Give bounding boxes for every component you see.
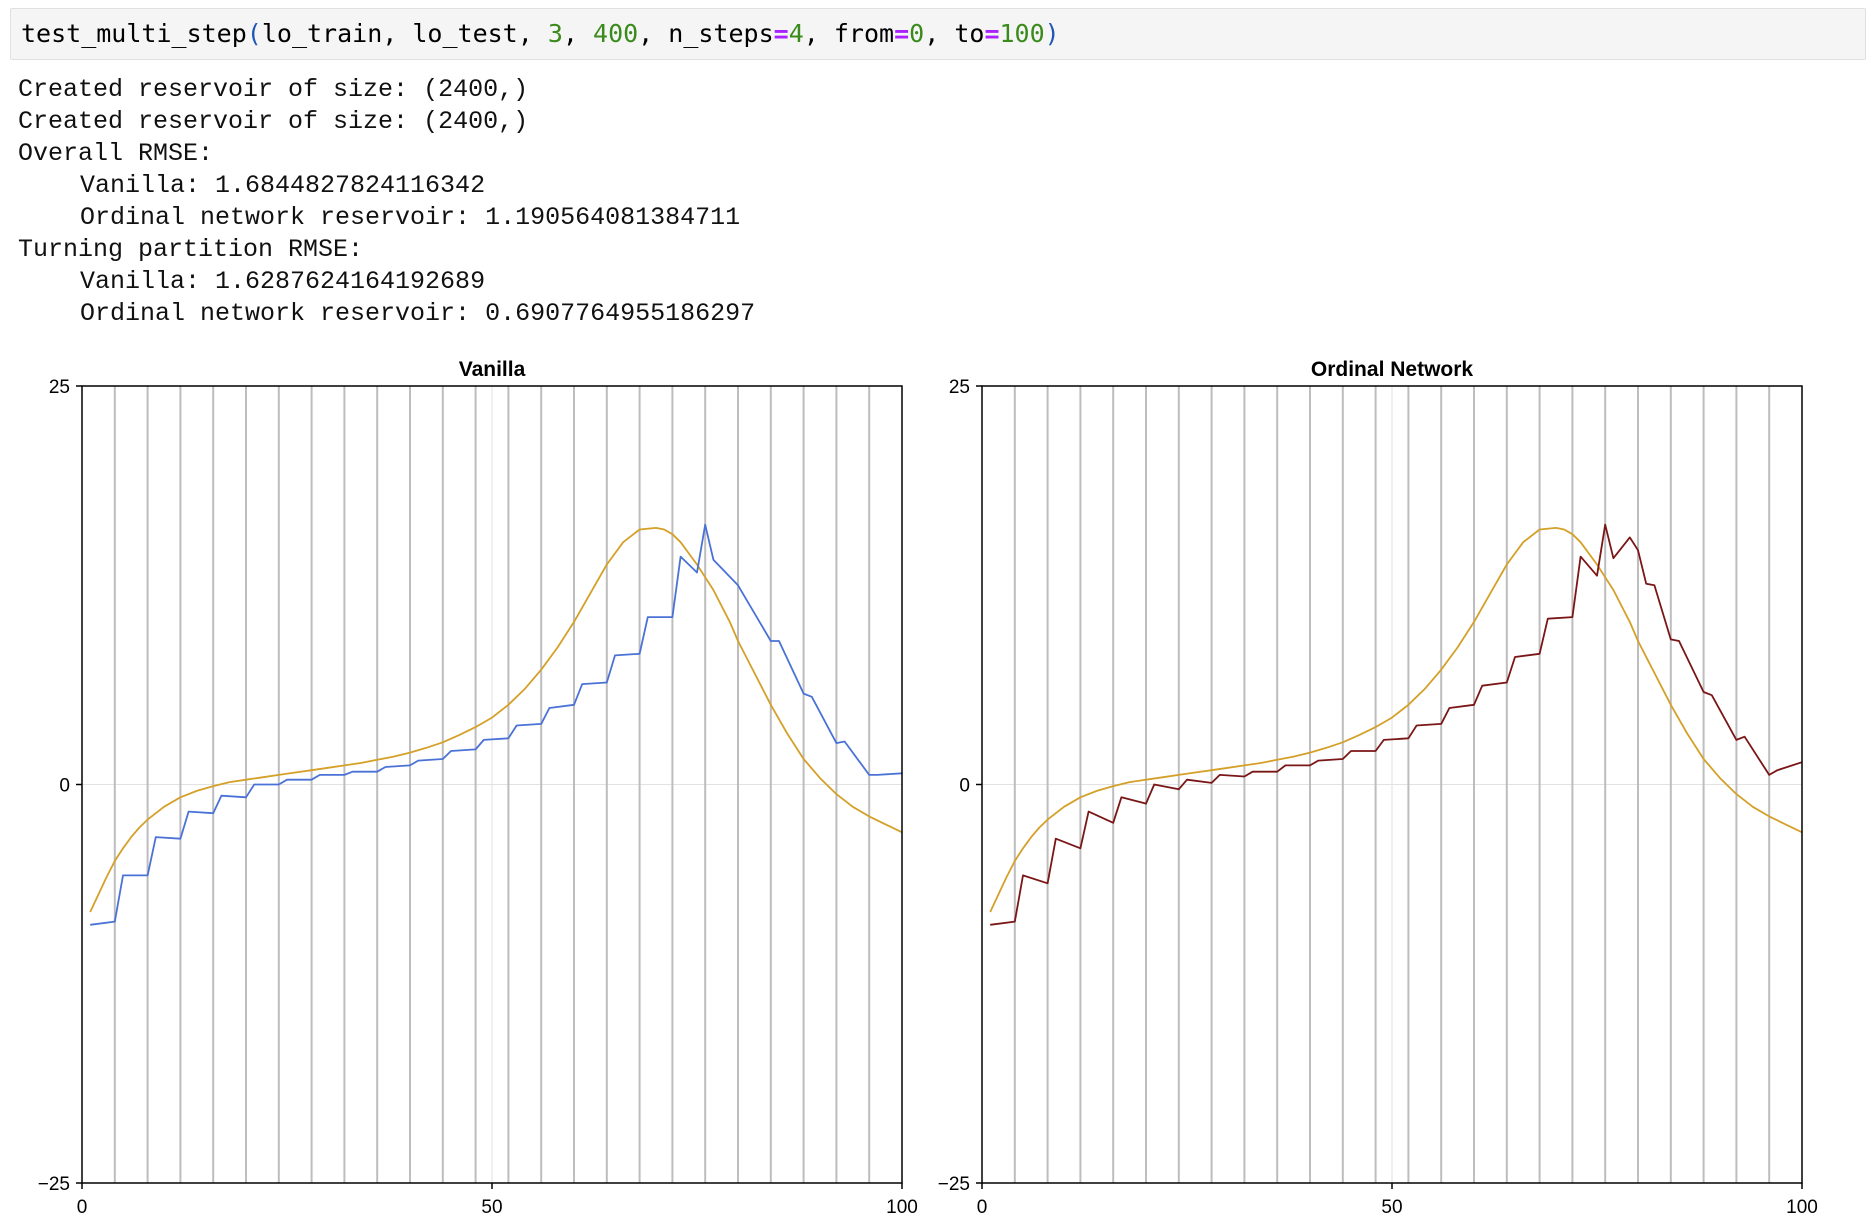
code-arg-test: lo_test	[412, 19, 518, 48]
vanilla-x-tick-label: 100	[886, 1197, 918, 1218]
output-line: Vanilla: 1.6844827824116342	[80, 171, 486, 200]
code-equals: =	[984, 19, 1000, 48]
ordinal-chart-title: Ordinal Network	[1311, 358, 1474, 381]
code-kwarg-value: 0	[909, 19, 925, 48]
output-line: Vanilla: 1.6287624164192689	[80, 267, 486, 296]
code-arg-train: lo_train	[261, 19, 383, 48]
vanilla-x-tick-label: 50	[481, 1197, 502, 1218]
cell-output: Created reservoir of size: (2400,) Create…	[18, 74, 755, 330]
vanilla-x-tick-label: 0	[77, 1197, 88, 1218]
ordinal-truth-line	[989, 526, 1803, 913]
charts-figure: Vanilla 25 0 −25 0 50 100 Ordinal Network 25 0 −25…	[38, 358, 1818, 1218]
ordinal-y-tick-label: −25	[938, 1174, 970, 1195]
code-separator: ,	[517, 19, 548, 48]
code-separator: ,	[638, 19, 669, 48]
output-line: Turning partition RMSE:	[18, 235, 364, 264]
code-equals: =	[894, 19, 910, 48]
code-arg-number: 400	[593, 19, 639, 48]
vanilla-truth-line	[89, 526, 903, 913]
ordinal-x-tick-label: 50	[1381, 1197, 1402, 1218]
vanilla-prediction-line	[90, 523, 903, 926]
code-close-paren: )	[1044, 19, 1060, 48]
output-line: Created reservoir of size: (2400,)	[18, 75, 529, 104]
code-separator: ,	[382, 19, 413, 48]
output-line: Ordinal network reservoir: 0.69077649551…	[80, 299, 756, 328]
vanilla-chart-title: Vanilla	[459, 358, 526, 381]
ordinal-y-tick-label: 0	[959, 776, 970, 797]
vanilla-y-tick-label: −25	[38, 1174, 70, 1195]
code-separator: ,	[803, 19, 834, 48]
code-kwarg-name: to	[954, 19, 985, 48]
code-function-name: test_multi_step	[21, 19, 247, 48]
code-kwarg-value: 4	[788, 19, 804, 48]
ordinal-y-tick-label: 25	[949, 377, 970, 398]
ordinal-prediction-line	[990, 523, 1803, 926]
code-arg-number: 3	[547, 19, 563, 48]
code-kwarg-value: 100	[999, 19, 1045, 48]
code-equals: =	[773, 19, 789, 48]
code-separator: ,	[562, 19, 594, 48]
output-line: Created reservoir of size: (2400,)	[18, 107, 529, 136]
output-line: Overall RMSE:	[18, 139, 214, 168]
ordinal-x-tick-label: 0	[977, 1197, 988, 1218]
code-kwarg-name: n_steps	[668, 19, 774, 48]
ordinal-x-tick-label: 100	[1786, 1197, 1818, 1218]
code-separator: ,	[924, 19, 955, 48]
vanilla-y-tick-label: 25	[49, 377, 70, 398]
output-line: Ordinal network reservoir: 1.19056408138…	[80, 203, 741, 232]
vanilla-y-tick-label: 0	[59, 776, 70, 797]
code-input-cell[interactable]: test_multi_step(lo_train, lo_test, 3, 40…	[10, 8, 1866, 60]
code-open-paren: (	[246, 19, 262, 48]
code-kwarg-name: from	[833, 19, 895, 48]
